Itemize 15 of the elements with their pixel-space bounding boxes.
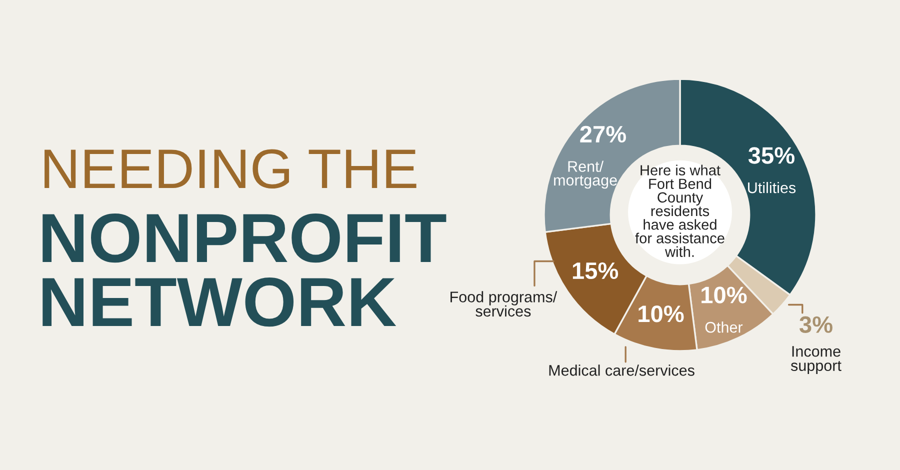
slice-label: Utilities [748,182,796,194]
slice-label: Rent/ mortgage [554,160,617,189]
data-label: 10% [702,286,747,304]
slice-label: Income support [790,346,842,374]
slice-label: Food programs/ services [450,291,558,317]
text: NONPROFIT NETWORK [42,214,446,327]
data-label: 35% [748,147,794,164]
slice-label: Medical care/services [549,364,694,376]
slice-label: Other [705,322,743,333]
data-label: 27% [580,126,626,143]
data-label: 15% [572,262,618,280]
data-label: 3% [799,316,832,334]
text: Here is what Fort Bend County residents have asked for assistance with. [635,164,724,257]
text: NEEDING THE [44,149,416,189]
data-label: 10% [638,305,684,322]
